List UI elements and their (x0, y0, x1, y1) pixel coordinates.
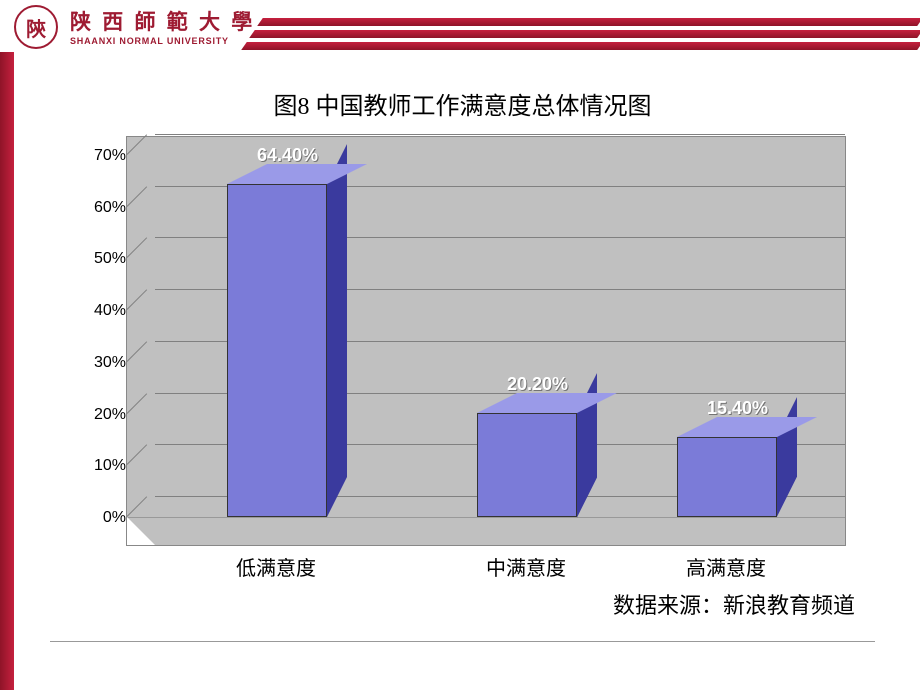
gridline-diagonal (127, 134, 148, 155)
y-tick-label: 20% (84, 406, 126, 424)
data-source-label: 数据来源：新浪教育频道 (613, 588, 855, 620)
y-tick-label: 10% (84, 457, 126, 475)
bar: 15.40% (677, 417, 797, 517)
y-tick-label: 0% (84, 509, 126, 527)
x-tick-label: 高满意度 (686, 552, 766, 581)
gridline-diagonal (127, 496, 148, 517)
bar-front (227, 184, 327, 517)
bar-front (677, 437, 777, 517)
header-stripe (241, 42, 920, 50)
bar-value-label: 20.20% (507, 374, 568, 395)
x-tick-label: 低满意度 (236, 552, 316, 581)
chart-title: 图8 中国教师工作满意度总体情况图 (50, 86, 875, 121)
y-tick-label: 60% (84, 199, 126, 217)
gridline-diagonal (127, 186, 148, 207)
y-tick-label: 70% (84, 147, 126, 165)
university-name: 陕 西 師 範 大 學 SHAANXI NORMAL UNIVERSITY (70, 6, 255, 46)
gridline-diagonal (127, 393, 148, 414)
chart-floor-bevel (127, 517, 845, 545)
bar-side (777, 397, 797, 517)
gridline-diagonal (127, 238, 148, 259)
bar-front (477, 413, 577, 517)
y-tick-label: 40% (84, 302, 126, 320)
bar: 20.20% (477, 393, 597, 517)
side-stripe (0, 52, 14, 690)
y-tick-label: 50% (84, 250, 126, 268)
y-tick-label: 30% (84, 354, 126, 372)
bar-side (327, 144, 347, 517)
gridline-diagonal (127, 289, 148, 310)
chart-plot-area: 64.40% 20.20% 15.40% (126, 136, 846, 546)
logo-char: 陝 (26, 13, 46, 42)
gridline-diagonal (127, 444, 148, 465)
gridline (155, 134, 845, 135)
bar-value-label: 64.40% (257, 145, 318, 166)
university-name-cn: 陕 西 師 範 大 學 (70, 6, 255, 36)
header-stripe (257, 18, 920, 26)
university-logo: 陝 (14, 5, 58, 49)
bar: 64.40% (227, 164, 347, 517)
divider (50, 641, 875, 642)
university-name-en: SHAANXI NORMAL UNIVERSITY (70, 36, 255, 46)
chart-frame: 图8 中国教师工作满意度总体情况图 64.40% 20.20% 15.40% 数据来… (50, 78, 875, 638)
bar-value-label: 15.40% (707, 398, 768, 419)
gridline-diagonal (127, 341, 148, 362)
header-band: 陝 陕 西 師 範 大 學 SHAANXI NORMAL UNIVERSITY (0, 0, 920, 50)
header-stripe (249, 30, 920, 38)
x-tick-label: 中满意度 (486, 552, 566, 581)
